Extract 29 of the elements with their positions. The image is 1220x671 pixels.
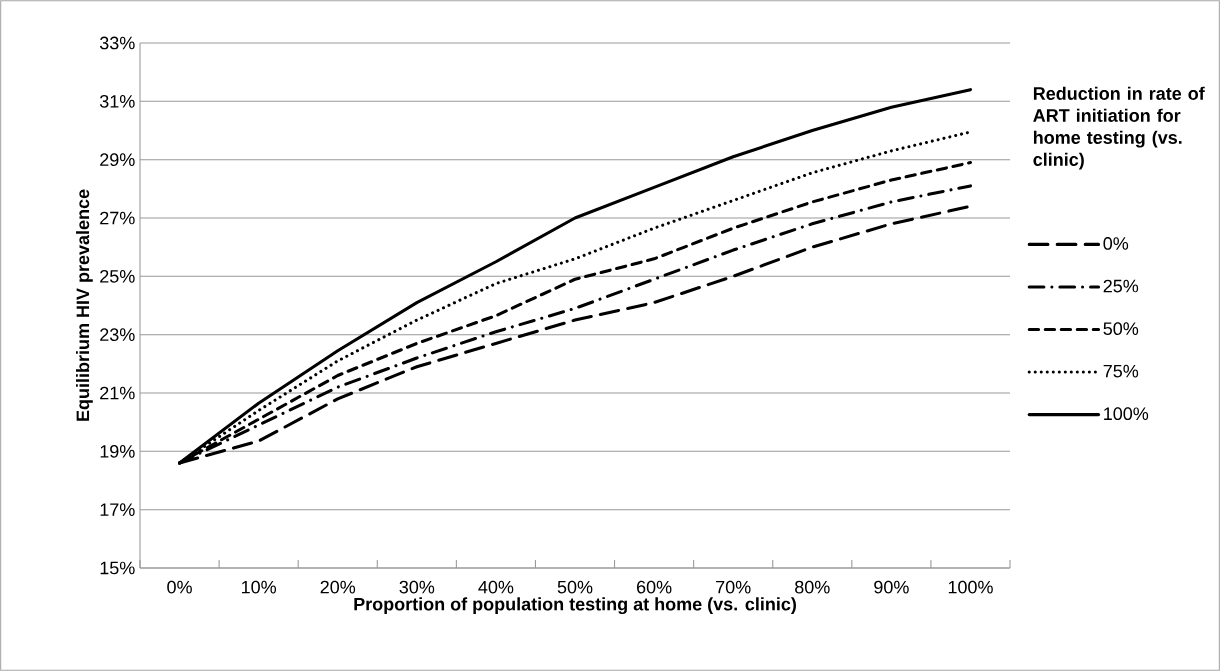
legend-label: 50% <box>1103 322 1139 335</box>
y-tick-label: 31% <box>99 94 135 108</box>
x-tick-label: 30% <box>399 580 435 594</box>
x-tick-label: 100% <box>948 580 993 594</box>
y-tick-label: 15% <box>100 561 135 575</box>
legend-label: 0% <box>1103 237 1129 250</box>
x-tick-label: 0% <box>167 580 192 594</box>
y-tick-label: 25% <box>100 269 135 283</box>
y-tick-label: 23% <box>100 328 135 342</box>
x-tick-label: 80% <box>795 580 830 594</box>
x-tick-label: 40% <box>478 580 514 594</box>
y-tick-label: 27% <box>100 211 135 225</box>
x-tick-label: 60% <box>637 580 672 594</box>
y-tick-label: 21% <box>100 386 135 400</box>
legend-label: 100% <box>1104 407 1149 421</box>
y-tick-label: 19% <box>100 444 135 458</box>
x-tick-label: 50% <box>557 580 593 594</box>
y-tick-label: 17% <box>100 503 135 516</box>
legend-title: Reduction in rate of ART initiation for home testing (vs. clinic) <box>1033 86 1205 170</box>
legend-label: 75% <box>1103 364 1139 378</box>
x-tick-label: 90% <box>874 580 909 594</box>
x-axis-title: Proportion of population testing at home (vs. clinic) <box>354 597 796 615</box>
y-tick-label: 33% <box>99 36 135 50</box>
y-axis-title: Equilibrium HIV prevalence <box>75 189 93 421</box>
x-tick-label: 10% <box>242 580 277 594</box>
x-tick-label: 20% <box>320 580 356 594</box>
x-tick-label: 70% <box>716 580 751 594</box>
y-tick-label: 29% <box>100 153 135 167</box>
legend-label: 25% <box>1103 279 1139 293</box>
